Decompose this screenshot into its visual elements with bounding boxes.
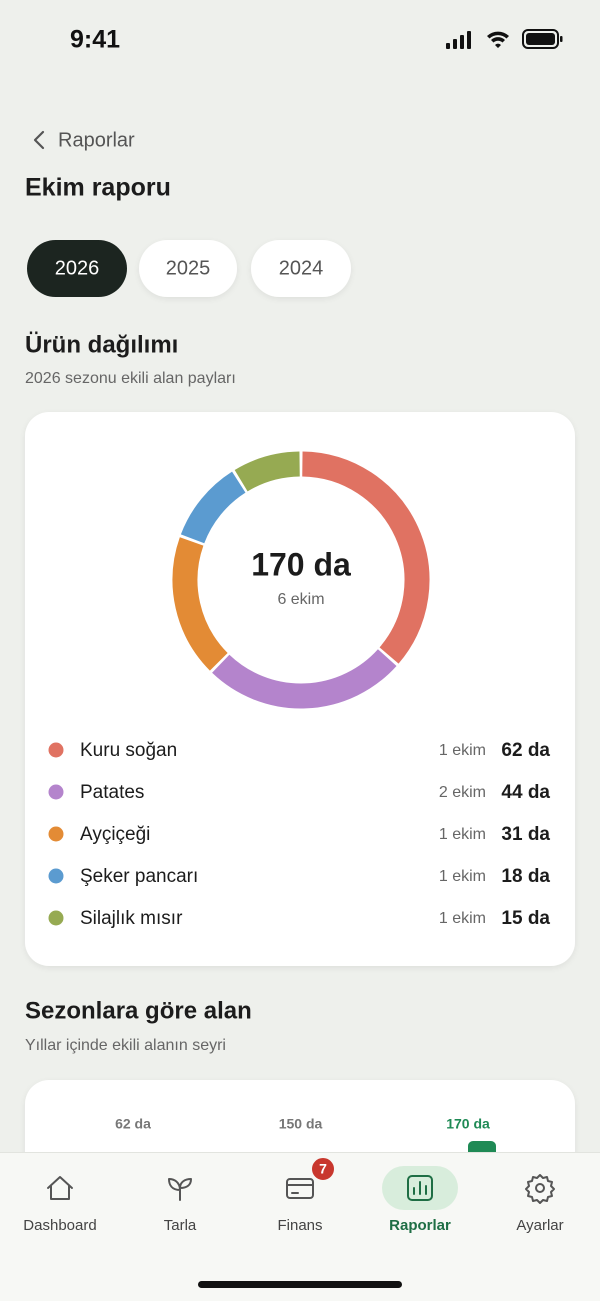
icon-home[interactable] <box>47 1176 73 1200</box>
legend-dot <box>48 910 64 926</box>
legend-value: 31 da <box>501 824 550 845</box>
status-time: 9:41 <box>70 26 120 54</box>
home-indicator <box>198 1281 402 1288</box>
nav-label[interactable]: Finans <box>277 1217 322 1234</box>
nav-items: Dashboard Tarla Finans 7 Raporlar Ayarlar <box>23 1156 564 1234</box>
legend-value: 62 da <box>501 740 550 761</box>
section-subtitle: Yıllar içinde ekili alanın seyri <box>25 1037 226 1054</box>
icon-gear[interactable] <box>525 1174 555 1204</box>
year-tab[interactable] <box>251 240 351 297</box>
legend-label: Ayçiçeği <box>80 824 150 845</box>
back-icon[interactable] <box>33 130 45 150</box>
back-label[interactable]: Raporlar <box>58 129 135 151</box>
year-tab-label[interactable]: 2025 <box>166 257 211 279</box>
legend-value: 15 da <box>501 908 550 929</box>
nav-badge-count: 7 <box>319 1161 327 1177</box>
icon-gear-center[interactable] <box>535 1183 545 1193</box>
section-title: Sezonlara göre alan <box>25 997 252 1024</box>
nav-badge <box>310 1156 336 1182</box>
year-tab[interactable] <box>27 240 127 297</box>
legend-dot <box>48 784 64 800</box>
legend-label: Kuru soğan <box>80 740 177 761</box>
nav-icons <box>47 1174 555 1204</box>
section-subtitle: 2026 sezonu ekili alan payları <box>25 370 236 387</box>
legend-value: 44 da <box>501 782 550 803</box>
legend-dot <box>48 868 64 884</box>
nav-label[interactable]: Tarla <box>164 1217 197 1234</box>
donut-segment <box>234 451 301 492</box>
icon-sprout[interactable] <box>168 1178 192 1201</box>
icon-card[interactable] <box>286 1178 314 1199</box>
legend-label: Silajlık mısır <box>80 908 183 929</box>
donut-chart: Kuru soğan 1 ekim 62 da Patates 2 ekim 44 da A… <box>48 451 550 929</box>
donut-segment <box>180 471 246 544</box>
icon-report-bars[interactable] <box>413 1181 427 1195</box>
donut-center-label: 170 da <box>251 546 351 582</box>
bar-value-label: 62 da <box>115 1116 151 1132</box>
legend-label: Şeker pancarı <box>80 866 198 887</box>
icon-report[interactable] <box>407 1175 433 1201</box>
tab-bar <box>0 1152 600 1301</box>
year-tab-label[interactable]: 2026 <box>55 257 100 279</box>
legend-count: 1 ekim <box>439 742 486 759</box>
nav-label[interactable]: Ayarlar <box>516 1217 563 1234</box>
legend-count: 1 ekim <box>439 826 486 843</box>
nav-label[interactable]: Raporlar <box>389 1217 451 1234</box>
legend-count: 1 ekim <box>439 910 486 927</box>
year-tab[interactable] <box>139 240 237 297</box>
donut-center-sublabel: 6 ekim <box>277 591 324 608</box>
legend-count: 2 ekim <box>439 784 486 801</box>
icon-card-lines[interactable] <box>286 1184 314 1194</box>
year-tab-label[interactable]: 2024 <box>279 257 324 279</box>
legend-dot <box>48 742 64 758</box>
section-title: Ürün dağılımı <box>25 331 178 358</box>
legend-count: 1 ekim <box>439 868 486 885</box>
legend-value: 18 da <box>501 866 550 887</box>
legend-dot <box>48 826 64 842</box>
legend-label: Patates <box>80 782 144 803</box>
page-title: Ekim raporu <box>25 174 171 202</box>
donut-segment <box>172 537 228 671</box>
bar-value-label: 170 da <box>446 1116 490 1132</box>
back-button[interactable]: Raporlar <box>33 129 135 151</box>
donut-segment <box>212 649 397 709</box>
year-tabs: 2026 2025 2024 <box>27 240 351 297</box>
bar-value-label: 150 da <box>279 1116 323 1132</box>
status-icons <box>446 29 563 49</box>
donut-segment <box>302 451 430 664</box>
nav-label[interactable]: Dashboard <box>23 1217 96 1234</box>
